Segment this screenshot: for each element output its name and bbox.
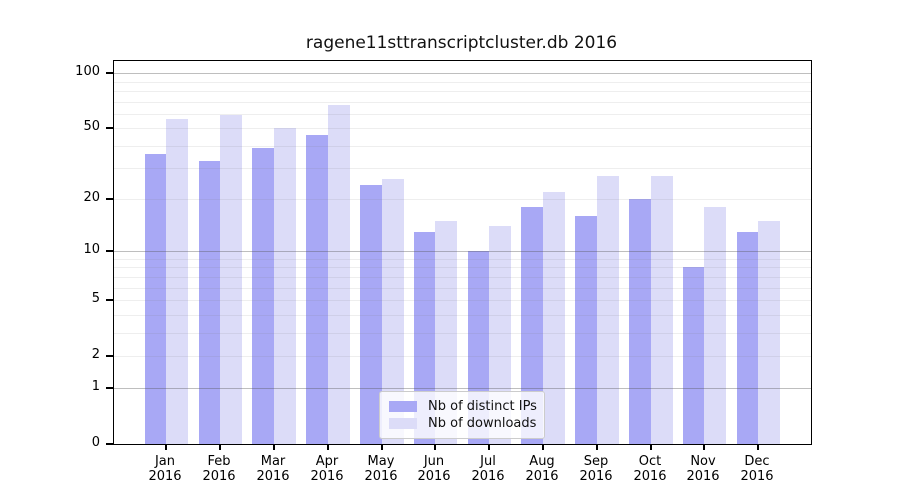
bar-jun-downloads <box>435 221 457 444</box>
x-tick-mar <box>273 444 275 450</box>
y-tick-label-0: 0 <box>91 435 100 450</box>
plot-area <box>113 60 812 445</box>
bar-dec-distinct-ips <box>737 232 759 444</box>
y-tick-label-20: 20 <box>83 190 100 205</box>
y-tick-5 <box>106 299 113 301</box>
x-tick-dec <box>757 444 759 450</box>
gridline-9 <box>114 259 811 260</box>
gridline-20 <box>114 199 811 200</box>
bar-may-distinct-ips <box>360 185 382 444</box>
gridline-60 <box>114 114 811 115</box>
y-tick-1 <box>106 387 113 389</box>
gridline-7 <box>114 277 811 278</box>
gridline-80 <box>114 91 811 92</box>
x-tick-sep <box>596 444 598 450</box>
bar-jan-downloads <box>166 119 188 444</box>
y-tick-0 <box>106 443 113 445</box>
bar-apr-downloads <box>328 105 350 444</box>
bar-may-downloads <box>382 179 404 444</box>
legend-row-distinct-ips: Nb of distinct IPs <box>389 398 537 415</box>
legend: Nb of distinct IPs Nb of downloads <box>379 391 545 439</box>
y-tick-20 <box>106 198 113 200</box>
x-tick-nov <box>703 444 705 450</box>
x-tick-label-may: May 2016 <box>364 454 398 484</box>
bar-apr-distinct-ips <box>306 135 328 444</box>
x-tick-apr <box>327 444 329 450</box>
x-tick-label-feb: Feb 2016 <box>202 454 236 484</box>
legend-swatch-distinct-ips <box>389 401 417 412</box>
bar-oct-downloads <box>651 176 673 444</box>
bar-jul-downloads <box>489 226 511 444</box>
gridline-4 <box>114 315 811 316</box>
bar-dec-downloads <box>758 221 780 444</box>
y-tick-label-10: 10 <box>83 242 100 257</box>
gridline-6 <box>114 288 811 289</box>
x-tick-may <box>381 444 383 450</box>
gridline-2 <box>114 356 811 357</box>
bar-feb-distinct-ips <box>199 161 221 444</box>
x-tick-label-jul: Jul 2016 <box>471 454 505 484</box>
x-tick-jan <box>165 444 167 450</box>
legend-swatch-downloads <box>389 418 417 429</box>
y-tick-label-100: 100 <box>75 64 100 79</box>
legend-label-distinct-ips: Nb of distinct IPs <box>428 399 537 414</box>
gridline-90 <box>114 82 811 83</box>
gridline-8 <box>114 267 811 268</box>
y-tick-label-50: 50 <box>83 119 100 134</box>
bar-jan-distinct-ips <box>145 154 167 444</box>
gridline-30 <box>114 168 811 169</box>
y-tick-label-2: 2 <box>91 347 100 362</box>
legend-row-downloads: Nb of downloads <box>389 415 536 432</box>
y-tick-100 <box>106 72 113 74</box>
bar-mar-distinct-ips <box>252 148 274 444</box>
gridline-70 <box>114 102 811 103</box>
bar-mar-downloads <box>274 128 296 444</box>
gridline-3 <box>114 333 811 334</box>
x-tick-label-dec: Dec 2016 <box>740 454 774 484</box>
x-tick-label-mar: Mar 2016 <box>256 454 290 484</box>
x-tick-label-oct: Oct 2016 <box>633 454 667 484</box>
bar-feb-downloads <box>220 115 242 444</box>
gridline-10 <box>114 251 811 252</box>
bar-nov-distinct-ips <box>683 267 705 444</box>
y-tick-label-1: 1 <box>91 379 100 394</box>
y-tick-label-5: 5 <box>91 291 100 306</box>
x-tick-label-sep: Sep 2016 <box>579 454 613 484</box>
y-tick-10 <box>106 250 113 252</box>
y-tick-2 <box>106 355 113 357</box>
x-tick-label-jan: Jan 2016 <box>148 454 182 484</box>
x-tick-label-nov: Nov 2016 <box>686 454 720 484</box>
y-tick-50 <box>106 127 113 129</box>
gridline-40 <box>114 146 811 147</box>
x-tick-jul <box>488 444 490 450</box>
x-tick-aug <box>542 444 544 450</box>
bar-sep-downloads <box>597 176 619 444</box>
bar-nov-downloads <box>704 207 726 444</box>
x-tick-jun <box>434 444 436 450</box>
bar-aug-distinct-ips <box>521 207 543 444</box>
bar-sep-distinct-ips <box>575 216 597 444</box>
gridline-50 <box>114 128 811 129</box>
x-tick-label-apr: Apr 2016 <box>310 454 344 484</box>
bar-aug-downloads <box>543 192 565 444</box>
bar-oct-distinct-ips <box>629 199 651 444</box>
x-tick-oct <box>650 444 652 450</box>
gridline-5 <box>114 300 811 301</box>
chart-title: ragene11sttranscriptcluster.db 2016 <box>305 33 618 53</box>
legend-label-downloads: Nb of downloads <box>428 416 537 431</box>
x-tick-label-aug: Aug 2016 <box>525 454 559 484</box>
x-tick-label-jun: Jun 2016 <box>417 454 451 484</box>
gridline-100 <box>114 73 811 74</box>
gridline-1 <box>114 388 811 389</box>
x-tick-feb <box>219 444 221 450</box>
